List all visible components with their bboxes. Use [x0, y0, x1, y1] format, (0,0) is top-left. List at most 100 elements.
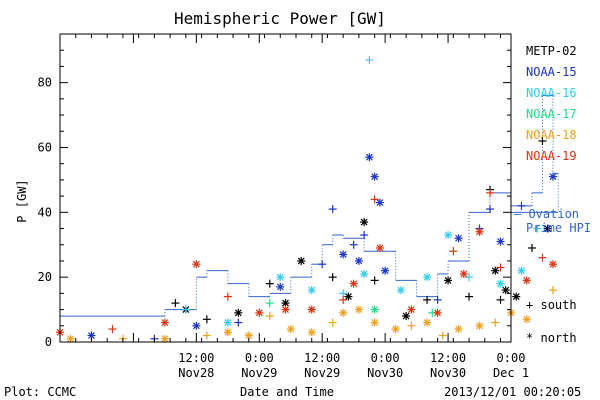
- north-point: [281, 299, 290, 308]
- south-label: south: [540, 298, 577, 312]
- north-label: north: [540, 331, 577, 345]
- south-point: [538, 253, 547, 262]
- south-point: [527, 243, 536, 252]
- north-point: [365, 153, 374, 162]
- north-point: [160, 334, 169, 343]
- x-tick-label-time: 0:00: [371, 351, 400, 365]
- south-point: [265, 299, 274, 308]
- south-point: [491, 318, 500, 327]
- north-point: [344, 292, 353, 301]
- legend-item-noaa-18: NOAA-18: [526, 128, 577, 142]
- south-point: [438, 331, 447, 340]
- south-point: [538, 136, 547, 145]
- ovation-hpi-line: [60, 95, 559, 317]
- north-point: [381, 266, 390, 275]
- chart-title: Hemispheric Power [GW]: [174, 9, 386, 28]
- x-tick-label-date: Nov28: [178, 366, 214, 380]
- legend-item-metp-02: METP-02: [526, 44, 577, 58]
- north-point: [349, 279, 358, 288]
- south-point: [407, 321, 416, 330]
- south-point: [171, 299, 180, 308]
- south-point: [108, 325, 117, 334]
- north-point: [87, 331, 96, 340]
- x-tick-label-date: Nov30: [367, 366, 403, 380]
- north-point: [512, 292, 521, 301]
- footer-plot-source: Plot: CCMC: [4, 385, 77, 399]
- south-point: [496, 263, 505, 272]
- south-point: [533, 224, 542, 233]
- north-point: [307, 328, 316, 337]
- north-point: [307, 305, 316, 314]
- north-point: [307, 286, 316, 295]
- north-point: [223, 318, 232, 327]
- north-point: [475, 227, 484, 236]
- south-point: [433, 295, 442, 304]
- north-point: [66, 334, 75, 343]
- south-point: [202, 331, 211, 340]
- north-point: [297, 256, 306, 265]
- series-noaa-17: [265, 299, 437, 317]
- north-point: [444, 276, 453, 285]
- north-point: [396, 286, 405, 295]
- north-point: [454, 325, 463, 334]
- north-point: [391, 325, 400, 334]
- south-point: [202, 315, 211, 324]
- north-point: [234, 308, 243, 317]
- north-point: [402, 312, 411, 321]
- y-tick-label: 80: [38, 76, 52, 90]
- south-point: [318, 260, 327, 269]
- x-tick-label-time: 0:00: [245, 351, 274, 365]
- south-point: [517, 201, 526, 210]
- legend-item-noaa-17: NOAA-17: [526, 107, 577, 121]
- south-point: [328, 273, 337, 282]
- south-point: [265, 312, 274, 321]
- north-point: [354, 305, 363, 314]
- y-axis-label: P [GW]: [15, 179, 29, 223]
- north-point: [459, 269, 468, 278]
- north-point: [423, 273, 432, 282]
- north-point: [548, 172, 557, 181]
- south-point: [449, 247, 458, 256]
- south-point: [486, 205, 495, 214]
- south-point: [365, 55, 374, 64]
- series-noaa-19: [56, 188, 557, 337]
- south-point: [349, 240, 358, 249]
- x-tick-label-date: Nov30: [430, 366, 466, 380]
- south-point: [370, 276, 379, 285]
- legend-item-noaa-16: NOAA-16: [526, 86, 577, 100]
- south-point: [360, 231, 369, 240]
- north-point: [407, 305, 416, 314]
- footer-timestamp: 2013/12/01 00:20:05: [444, 385, 582, 399]
- north-point: [339, 308, 348, 317]
- north-point: [354, 256, 363, 265]
- north-point: [423, 318, 432, 327]
- north-point: [255, 308, 264, 317]
- series-noaa-16: [181, 55, 542, 327]
- x-tick-label-date: Nov29: [304, 366, 340, 380]
- north-point: [454, 234, 463, 243]
- x-tick-label-time: 12:00: [178, 351, 214, 365]
- x-tick-label-date: Nov29: [241, 366, 277, 380]
- north-point: [160, 318, 169, 327]
- x-axis-label: Date and Time: [240, 385, 334, 399]
- north-point: [281, 305, 290, 314]
- north-point: [501, 286, 510, 295]
- ovation-legend-line1: — Ovation: [514, 207, 580, 221]
- south-point: [339, 295, 348, 304]
- north-point: [360, 269, 369, 278]
- y-tick-label: 40: [38, 205, 52, 219]
- north-point: [192, 260, 201, 269]
- north-point: [375, 243, 384, 252]
- south-marker-legend: + south: [526, 298, 577, 312]
- south-point: [486, 188, 495, 197]
- y-tick-label: 0: [45, 335, 52, 349]
- x-tick-label-time: 12:00: [304, 351, 340, 365]
- south-point: [496, 295, 505, 304]
- series-noaa-15: [87, 153, 557, 343]
- north-point: [375, 198, 384, 207]
- north-point: [360, 218, 369, 227]
- north-symbol: *: [526, 331, 534, 345]
- plot-frame: [59, 33, 512, 343]
- north-point: [433, 308, 442, 317]
- north-point: [517, 266, 526, 275]
